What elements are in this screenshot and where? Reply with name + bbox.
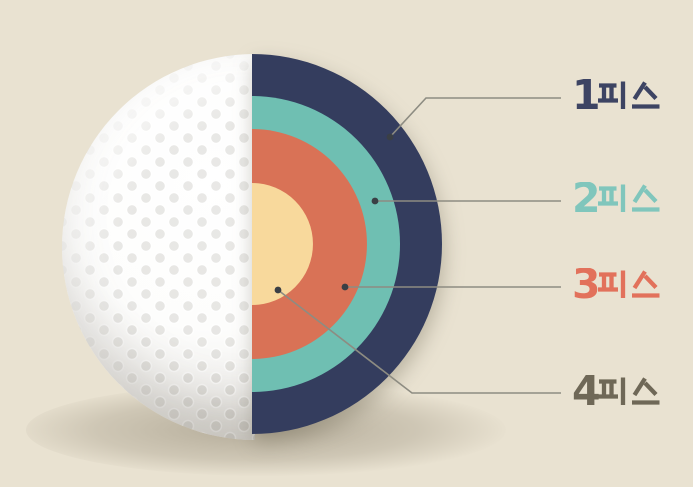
ring-4piece-core (252, 183, 313, 305)
marker-dot-4piece (274, 286, 282, 294)
pieces-suffix-glyphs (598, 270, 660, 298)
leader-lines (277, 97, 561, 394)
label-1piece: 1 1피스 (572, 71, 664, 119)
pieces-suffix-glyphs (598, 184, 660, 212)
marker-dot-1piece (386, 133, 394, 141)
label-1piece-glyphs: 1 (572, 71, 660, 119)
label-4piece-glyphs: 4 (572, 367, 660, 415)
label-2piece: 2 2피스 (572, 174, 664, 222)
label-3piece: 3 3피스 (572, 260, 664, 308)
leader-line-1piece (389, 97, 561, 138)
marker-dot-2piece (371, 197, 379, 205)
marker-dot-3piece (341, 283, 349, 291)
pieces-suffix-glyphs (598, 81, 660, 109)
leader-line-4piece (277, 289, 561, 394)
label-2piece-glyphs: 2 (572, 174, 660, 222)
label-3piece-glyphs: 3 (572, 260, 660, 308)
label-2piece-digit: 2 (572, 182, 601, 215)
label-1piece-digit: 1 (572, 79, 601, 112)
marker-dots (274, 133, 394, 294)
label-3piece-digit: 3 (572, 268, 601, 301)
label-4piece: 4 4피스 (572, 367, 664, 415)
pieces-suffix-glyphs (598, 377, 660, 405)
label-4piece-digit: 4 (572, 375, 601, 408)
